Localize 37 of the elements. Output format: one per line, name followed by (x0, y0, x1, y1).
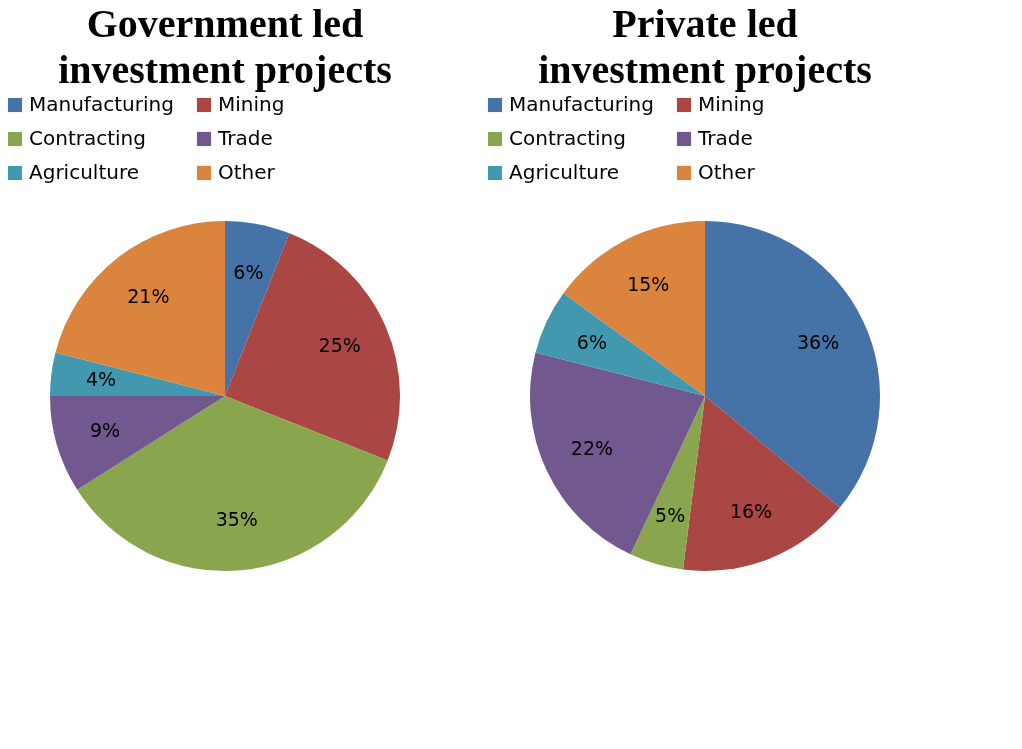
chart-title: Private led investment projects (538, 1, 872, 92)
legend-label: Agriculture (29, 160, 139, 184)
data-label: 5% (655, 504, 686, 527)
legend-label: Trade (217, 126, 273, 150)
legend-label: Other (218, 160, 276, 184)
data-label: 22% (570, 437, 614, 460)
chart-title: Government led investment projects (58, 1, 392, 92)
legend-label: Contracting (509, 126, 626, 150)
data-label: 36% (796, 330, 840, 353)
pie-slice (55, 221, 225, 396)
data-label: 35% (215, 508, 258, 531)
legend-label: Other (698, 160, 756, 184)
data-label: 6% (576, 330, 607, 353)
data-label: 6% (233, 261, 264, 284)
legend-label: Trade (697, 126, 753, 150)
legend-label: Manufacturing (509, 92, 654, 116)
pie-slice (535, 293, 705, 396)
pie-slice (77, 396, 388, 571)
legend-label: Manufacturing (29, 92, 174, 116)
pie-slice (225, 233, 400, 461)
data-label: 16% (729, 500, 773, 523)
legend-label: Mining (218, 92, 285, 116)
data-label: 21% (127, 285, 170, 308)
pie-slice (530, 352, 705, 555)
legend-label: Mining (698, 92, 765, 116)
legend-label: Contracting (29, 126, 146, 150)
pie-slice (50, 352, 225, 396)
data-label: 9% (89, 418, 121, 441)
pie-slice (683, 396, 840, 571)
data-label: 25% (318, 334, 361, 357)
pie-slice (563, 221, 705, 396)
data-label: 4% (85, 368, 117, 391)
pie-slice (225, 221, 290, 396)
pie-slice (630, 396, 705, 570)
pie-slice (50, 396, 225, 490)
legend-label: Agriculture (509, 160, 619, 184)
data-label: 15% (627, 272, 670, 295)
